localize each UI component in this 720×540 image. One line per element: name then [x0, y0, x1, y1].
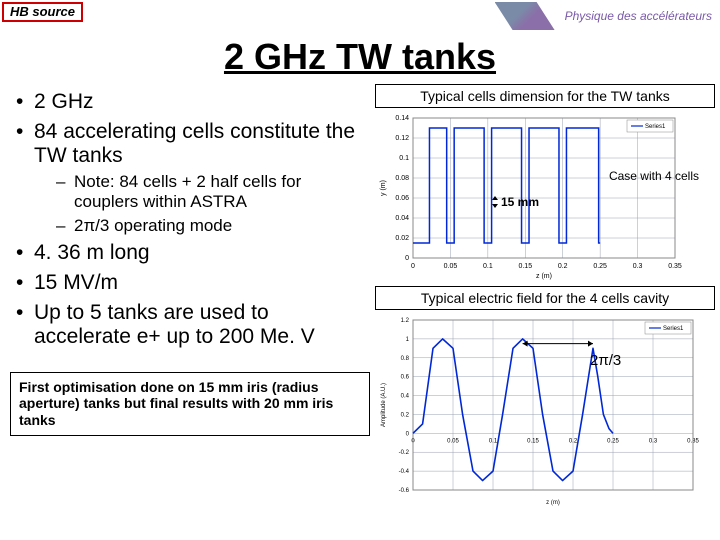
svg-text:-0.4: -0.4 — [399, 469, 410, 475]
bullet-3: 4. 36 m long — [10, 241, 370, 265]
bullet-list: 2 GHz 84 accelerating cells constitute t… — [10, 90, 370, 350]
svg-text:0.05: 0.05 — [447, 438, 459, 444]
svg-text:0.04: 0.04 — [395, 215, 409, 222]
svg-text:0: 0 — [411, 263, 415, 270]
svg-text:0.2: 0.2 — [558, 263, 568, 270]
svg-text:0.08: 0.08 — [395, 175, 409, 182]
bullet-2-text: 84 accelerating cells constitute the TW … — [34, 120, 355, 167]
annotation-2pi3: 2π/3 — [590, 352, 621, 369]
svg-text:0.3: 0.3 — [633, 263, 643, 270]
chart2-title: Typical electric field for the 4 cells c… — [421, 290, 669, 306]
left-column: 2 GHz 84 accelerating cells constitute t… — [10, 90, 370, 436]
footer-note-text: First optimisation done on 15 mm iris (r… — [19, 379, 333, 429]
chart1-title: Typical cells dimension for the TW tanks — [420, 88, 670, 104]
page-title: 2 GHz TW tanks — [0, 36, 720, 78]
chart-cells-dimension: 0 0.02 0.04 0.06 0.08 0.1 0.12 0.14 0 0.05 0.1 0.15… — [375, 110, 695, 280]
svg-text:0.1: 0.1 — [399, 155, 409, 162]
svg-text:0.15: 0.15 — [518, 263, 532, 270]
footer-note-box: First optimisation done on 15 mm iris (r… — [10, 372, 370, 436]
svg-text:0.6: 0.6 — [401, 375, 410, 381]
chart2-title-box: Typical electric field for the 4 cells c… — [375, 286, 715, 310]
logo-text: Physique des accélérateurs — [565, 9, 712, 23]
hb-source-badge: HB source — [2, 2, 83, 22]
bullet-1: 2 GHz — [10, 90, 370, 114]
sub-list: Note: 84 cells + 2 half cells for couple… — [34, 172, 370, 235]
bullet-2: 84 accelerating cells constitute the TW … — [10, 120, 370, 235]
chart-electric-field: -0.6-0.4-0.200.20.40.60.811.200.050.10.1… — [375, 312, 705, 512]
svg-text:1.2: 1.2 — [401, 318, 410, 324]
hb-source-text: HB source — [10, 4, 75, 19]
svg-text:0.12: 0.12 — [395, 135, 409, 142]
svg-text:0.3: 0.3 — [649, 438, 658, 444]
bullet-4: 15 MV/m — [10, 271, 370, 295]
double-arrow-icon — [493, 196, 499, 208]
svg-text:y (m): y (m) — [380, 180, 387, 196]
annotation-15mm: 15 mm — [493, 195, 539, 209]
svg-text:0.1: 0.1 — [489, 438, 498, 444]
svg-text:Series1: Series1 — [663, 326, 684, 332]
lal-logo — [495, 2, 555, 30]
svg-text:0.06: 0.06 — [395, 195, 409, 202]
svg-text:1: 1 — [406, 337, 410, 343]
sub-bullet-2: 2π/3 operating mode — [34, 216, 370, 236]
svg-text:Series1: Series1 — [645, 124, 666, 130]
svg-text:0.14: 0.14 — [395, 115, 409, 122]
case-label: Case with 4 cells — [609, 170, 699, 183]
svg-text:0.8: 0.8 — [401, 356, 410, 362]
svg-text:0: 0 — [406, 431, 410, 437]
svg-text:0.2: 0.2 — [569, 438, 578, 444]
chart1-title-box: Typical cells dimension for the TW tanks — [375, 84, 715, 108]
bullet-5: Up to 5 tanks are used to accelerate e+ … — [10, 301, 370, 349]
svg-text:-0.6: -0.6 — [399, 488, 410, 494]
svg-text:0.2: 0.2 — [401, 412, 410, 418]
right-column: Typical cells dimension for the TW tanks… — [375, 84, 715, 512]
svg-text:z (m): z (m) — [536, 273, 552, 280]
svg-text:0.25: 0.25 — [607, 438, 619, 444]
chart2-svg: -0.6-0.4-0.200.20.40.60.811.200.050.10.1… — [375, 312, 705, 512]
svg-text:-0.2: -0.2 — [399, 450, 410, 456]
annotation-15mm-text: 15 mm — [501, 195, 539, 209]
svg-text:0.05: 0.05 — [444, 263, 458, 270]
svg-text:0.02: 0.02 — [395, 235, 409, 242]
svg-text:0.1: 0.1 — [483, 263, 493, 270]
logo-area: Physique des accélérateurs — [495, 2, 712, 30]
svg-text:z (m): z (m) — [546, 500, 560, 506]
svg-text:0: 0 — [405, 255, 409, 262]
svg-text:Amplitude (A.U.): Amplitude (A.U.) — [381, 383, 387, 427]
svg-text:0.25: 0.25 — [593, 263, 607, 270]
svg-text:0.35: 0.35 — [668, 263, 682, 270]
svg-text:0.15: 0.15 — [527, 438, 539, 444]
sub-bullet-1: Note: 84 cells + 2 half cells for couple… — [34, 172, 370, 211]
svg-text:0.4: 0.4 — [401, 394, 410, 400]
